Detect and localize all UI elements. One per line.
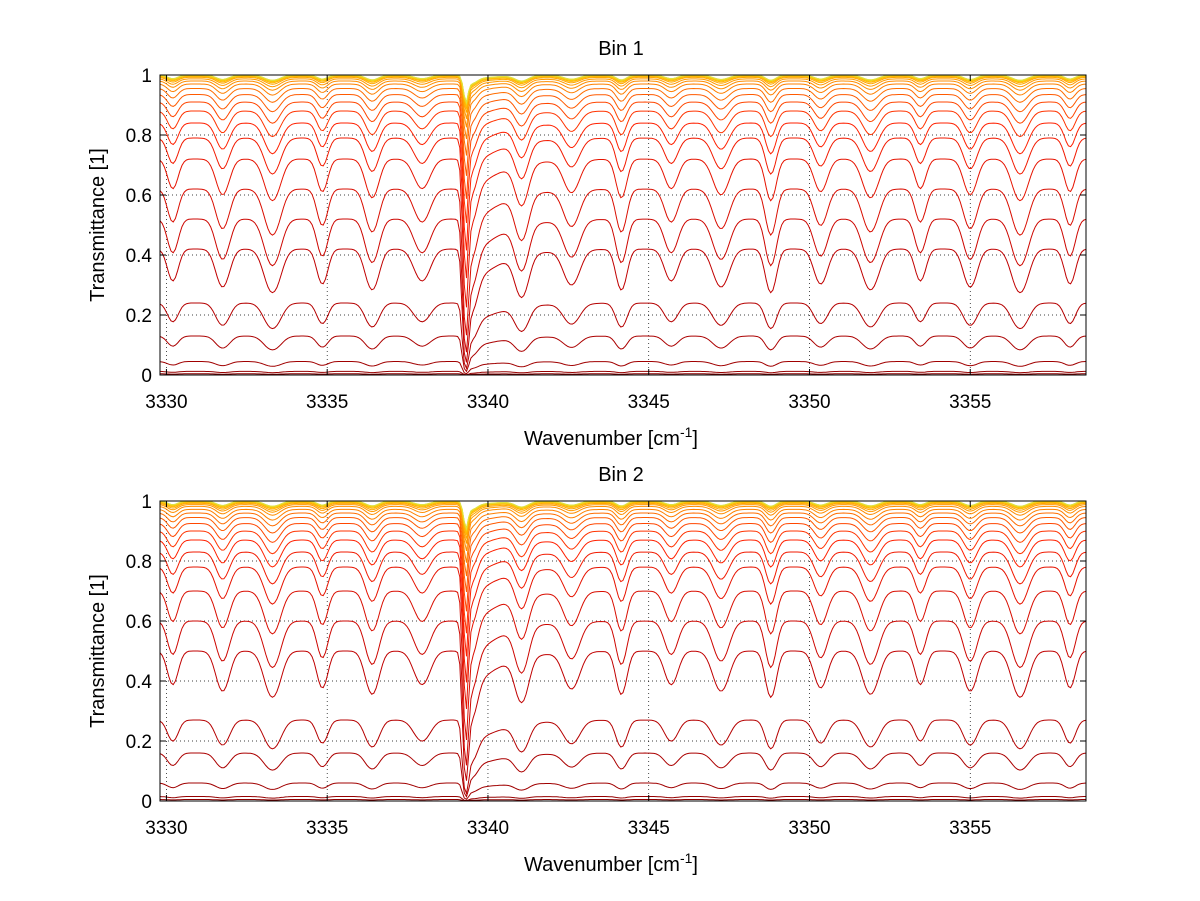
plot-frame — [159, 74, 1087, 376]
x-tick-label: 3335 — [306, 818, 348, 839]
series-line — [159, 110, 1087, 224]
x-axis-label: Wavenumber [cm-1] — [524, 424, 698, 450]
series-line — [159, 796, 1086, 802]
y-tick-label: 0.4 — [126, 246, 153, 267]
y-tick-label: 0 — [141, 792, 152, 813]
series-line — [159, 361, 1087, 375]
x-tick-label: 3345 — [628, 818, 670, 839]
series-line — [159, 502, 1087, 535]
plot-bin-2: Bin 2 3330 3335 3340 3345 3350 3355 0 0.2 0.4 0.6… — [87, 464, 1087, 876]
series-line — [159, 530, 1087, 634]
tick-labels: 3330 3335 3340 3345 3350 3355 0 0.2 0.4 0.6 0.8 1 — [126, 492, 1086, 839]
x-tick-label: 3340 — [467, 818, 509, 839]
y-tick-label: 0 — [141, 366, 152, 387]
series-line — [159, 76, 1087, 109]
plot-title: Bin 2 — [598, 464, 644, 486]
y-tick-label: 0.2 — [126, 306, 152, 327]
series-line — [159, 101, 1087, 199]
series-line — [159, 505, 1087, 552]
series-line — [160, 373, 1086, 376]
y-tick-label: 0.8 — [126, 552, 152, 573]
series-line — [159, 158, 1087, 308]
series-line — [159, 620, 1087, 766]
series-line — [159, 137, 1087, 279]
x-tick-label: 3340 — [467, 392, 509, 413]
series-line — [159, 517, 1087, 592]
series-line — [159, 335, 1087, 373]
series-line — [159, 650, 1087, 781]
y-tick-label: 1 — [141, 66, 152, 87]
series-line — [159, 76, 1087, 113]
plot-title: Bin 1 — [598, 38, 644, 60]
series-line — [159, 188, 1087, 336]
series-group — [159, 74, 1087, 376]
y-axis-label: Transmittance [1] — [87, 148, 109, 302]
series-line — [159, 122, 1087, 251]
y-tick-label: 0.6 — [126, 612, 152, 633]
series-line — [159, 539, 1087, 657]
x-tick-label: 3330 — [145, 818, 187, 839]
series-line — [159, 752, 1087, 798]
series-line — [159, 551, 1087, 683]
x-tick-label: 3330 — [145, 392, 187, 413]
series-line — [159, 782, 1087, 800]
x-tick-label: 3350 — [788, 818, 830, 839]
x-tick-label: 3355 — [949, 392, 991, 413]
plot-bin-1: Bin 1 3330 3335 3340 3345 3350 3355 0 0.2 0.4 0.6… — [87, 38, 1087, 450]
series-line — [159, 566, 1087, 709]
series-line — [159, 504, 1087, 544]
y-tick-label: 0.4 — [126, 672, 153, 693]
series-line — [159, 87, 1087, 156]
y-tick-label: 1 — [141, 492, 152, 513]
series-line — [159, 94, 1087, 176]
x-tick-label: 3335 — [306, 392, 348, 413]
series-line — [159, 248, 1087, 363]
x-tick-label: 3345 — [628, 392, 670, 413]
x-tick-label: 3350 — [788, 392, 830, 413]
series-line — [159, 370, 1086, 376]
series-group — [159, 500, 1087, 802]
series-line — [159, 799, 1086, 802]
tick-labels: 3330 3335 3340 3345 3350 3355 0 0.2 0.4 0.6 0.8 1 — [126, 66, 1086, 413]
y-tick-label: 0.6 — [126, 186, 152, 207]
x-axis-label: Wavenumber [cm-1] — [524, 850, 698, 876]
series-line — [159, 80, 1087, 128]
series-line — [159, 512, 1087, 577]
series-line — [159, 508, 1087, 563]
series-line — [159, 502, 1087, 539]
x-tick-label: 3355 — [949, 818, 991, 839]
series-line — [159, 302, 1087, 370]
series-line — [159, 523, 1087, 612]
y-tick-label: 0.2 — [126, 732, 152, 753]
series-line — [159, 590, 1087, 741]
plot-frame — [159, 500, 1087, 802]
y-tick-label: 0.8 — [126, 126, 152, 147]
series-line — [159, 719, 1087, 796]
series-line — [159, 78, 1087, 119]
y-axis-label: Transmittance [1] — [87, 574, 109, 728]
series-line — [159, 218, 1087, 353]
series-line — [159, 83, 1087, 140]
